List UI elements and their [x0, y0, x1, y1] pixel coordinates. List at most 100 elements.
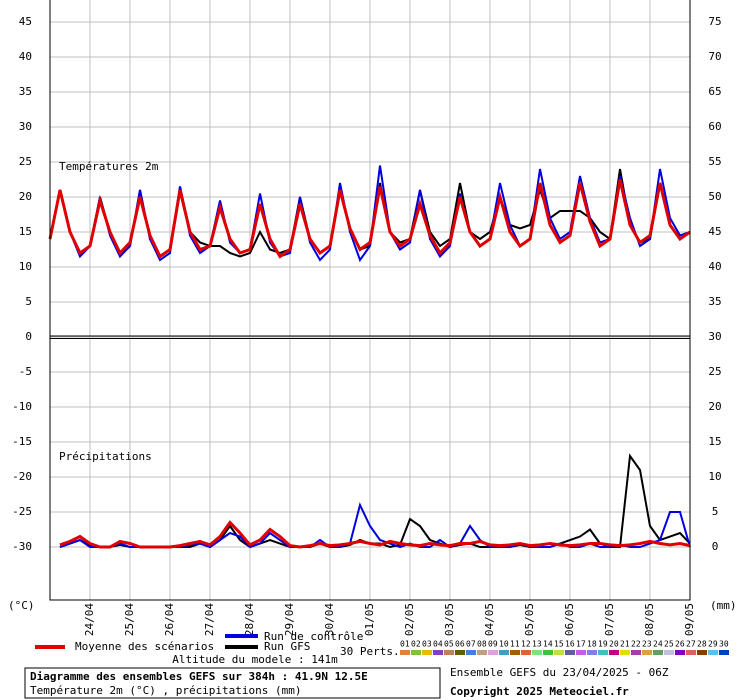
y2-tick-label: 25: [708, 365, 721, 378]
pert-swatch: [433, 650, 443, 655]
pert-swatch: [532, 650, 542, 655]
pert-label: 08: [477, 640, 487, 649]
footer-title: Diagramme des ensembles GEFS sur 384h : …: [30, 670, 368, 683]
y-tick-label: -30: [12, 540, 32, 553]
pert-label: 01: [400, 640, 410, 649]
x-tick-label: 25/04: [123, 603, 136, 636]
pert-swatch: [543, 650, 553, 655]
y-tick-label: 15: [19, 225, 32, 238]
pert-label: 26: [675, 640, 685, 649]
precip-title: Précipitations: [59, 450, 152, 463]
pert-swatch: [708, 650, 718, 655]
y-tick-label: -5: [19, 365, 32, 378]
y2-tick-label: 45: [708, 225, 721, 238]
pert-swatch: [499, 650, 509, 655]
pert-label: 14: [543, 640, 553, 649]
y2-tick-label: 75: [708, 15, 721, 28]
perts-label: 30 Perts.: [340, 645, 400, 658]
pert-swatch: [675, 650, 685, 655]
pert-label: 17: [576, 640, 586, 649]
altitude: Altitude du modele : 141m: [172, 653, 338, 666]
pert-label: 13: [532, 640, 542, 649]
y2-tick-label: 20: [708, 400, 721, 413]
pert-label: 15: [554, 640, 564, 649]
y2-tick-label: 0: [712, 540, 719, 553]
y-tick-label: 20: [19, 190, 32, 203]
pert-label: 05: [444, 640, 454, 649]
footer-copyright: Copyright 2025 Meteociel.fr: [450, 685, 629, 698]
y2-tick-label: 55: [708, 155, 721, 168]
pert-label: 21: [620, 640, 630, 649]
pert-label: 22: [631, 640, 641, 649]
pert-label: 11: [510, 640, 520, 649]
x-tick-label: 26/04: [163, 603, 176, 636]
pert-label: 18: [587, 640, 597, 649]
x-tick-label: 08/05: [643, 603, 656, 636]
legend-label: Run de contrôle: [264, 630, 363, 643]
pert-swatch: [686, 650, 696, 655]
x-tick-label: 30/04: [323, 603, 336, 636]
y-tick-label: 30: [19, 120, 32, 133]
plot: 24/04 25/04 26/04 27/04 28/04 29/04 30/04 01/05…: [12, 0, 729, 655]
y2-tick-label: 5: [712, 505, 719, 518]
pert-swatch: [719, 650, 729, 655]
y-tick-label: 0: [25, 330, 32, 343]
pert-swatch: [477, 650, 487, 655]
footer-box: [24, 667, 441, 699]
legend-label: Run GFS: [264, 640, 310, 653]
y-tick-label: -15: [12, 435, 32, 448]
y-tick-label: 25: [19, 155, 32, 168]
pert-label: 29: [708, 640, 718, 649]
y2-tick-label: 35: [708, 295, 721, 308]
pert-swatch: [411, 650, 421, 655]
series-line: [48, 179, 691, 259]
pert-swatch: [642, 650, 652, 655]
y-tick-label: 10: [19, 260, 32, 273]
pert-label: 10: [499, 640, 509, 649]
frame: [49, 0, 691, 601]
pert-label: 09: [488, 640, 498, 649]
pert-label: 12: [521, 640, 531, 649]
x-tick-label: 06/05: [563, 603, 576, 636]
temp-title: Températures 2m: [59, 160, 159, 173]
y-tick-label: 5: [25, 295, 32, 308]
x-tick-label: 07/05: [603, 603, 616, 636]
pert-swatch: [576, 650, 586, 655]
footer-run: Ensemble GEFS du 23/04/2025 - 06Z: [450, 666, 669, 679]
pert-label: 20: [609, 640, 619, 649]
pert-label: 27: [686, 640, 696, 649]
pert-swatch: [587, 650, 597, 655]
pert-label: 07: [466, 640, 476, 649]
pert-label: 03: [422, 640, 432, 649]
pert-swatch: [521, 650, 531, 655]
pert-swatch: [510, 650, 520, 655]
pert-swatch: [565, 650, 575, 655]
pert-swatch: [653, 650, 663, 655]
pert-swatch: [466, 650, 476, 655]
y2-tick-label: 30: [708, 330, 721, 343]
pert-swatch: [422, 650, 432, 655]
pert-label: 23: [642, 640, 652, 649]
pert-label: 16: [565, 640, 575, 649]
x-tick-label: 04/05: [483, 603, 496, 636]
x-tick-label: 29/04: [283, 603, 296, 636]
x-tick-label: 24/04: [83, 603, 96, 636]
pert-swatch: [444, 650, 454, 655]
pert-swatch: [598, 650, 608, 655]
pert-swatch: [554, 650, 564, 655]
y-tick-label: 40: [19, 50, 32, 63]
pert-label: 04: [433, 640, 443, 649]
x-tick-label: 03/05: [443, 603, 456, 636]
y-tick-label: -25: [12, 505, 32, 518]
y2-tick-label: 10: [708, 470, 721, 483]
pert-label: 02: [411, 640, 421, 649]
x-tick-label: 28/04: [243, 603, 256, 636]
pert-swatch: [620, 650, 630, 655]
series-line: [59, 502, 691, 549]
x-tick-label: 27/04: [203, 603, 216, 636]
footer-subtitle: Température 2m (°C) , précipitations (mm…: [30, 684, 302, 697]
y-tick-label: -20: [12, 470, 32, 483]
y2-tick-label: 65: [708, 85, 721, 98]
pert-label: 30: [719, 640, 729, 649]
y-tick-label: -10: [12, 400, 32, 413]
